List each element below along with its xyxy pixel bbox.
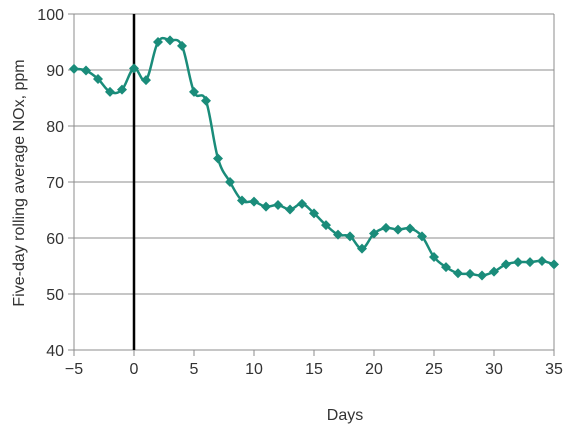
- grid-lines: [74, 13, 554, 351]
- data-point-marker: [93, 73, 103, 84]
- y-tick-label: 80: [46, 119, 64, 136]
- data-point-marker: [501, 259, 511, 270]
- data-point-marker: [357, 243, 367, 254]
- tick-labels: 40 50 60 70 80 90 100 −5 0 5 10 15 20 25 30 35: [37, 7, 563, 378]
- data-point-marker: [465, 268, 475, 279]
- y-tick-label: 60: [46, 231, 64, 248]
- data-point-marker: [117, 84, 127, 95]
- x-tick-label: 10: [245, 361, 263, 378]
- data-point-marker: [237, 195, 247, 206]
- data-point-marker: [549, 259, 559, 270]
- data-point-marker: [141, 75, 151, 86]
- x-tick-label: 30: [485, 361, 503, 378]
- data-point-marker: [129, 63, 139, 74]
- data-point-marker: [345, 231, 355, 242]
- y-tick-label: 100: [37, 7, 64, 24]
- data-point-marker: [417, 231, 427, 242]
- data-point-marker: [405, 223, 415, 234]
- data-point-marker: [165, 35, 175, 46]
- data-point-marker: [537, 255, 547, 266]
- data-point-marker: [213, 153, 223, 164]
- y-tick-label: 70: [46, 175, 64, 192]
- x-tick-label: 35: [545, 361, 563, 378]
- data-point-marker: [441, 262, 451, 273]
- data-point-marker: [369, 228, 379, 239]
- x-tick-label: 20: [365, 361, 383, 378]
- x-tick-label: 0: [130, 361, 139, 378]
- data-point-marker: [285, 204, 295, 215]
- data-point-marker: [477, 270, 487, 281]
- y-axis-title: Five-day rolling average NOx, ppm: [11, 59, 28, 306]
- data-point-marker: [273, 199, 283, 210]
- data-point-marker: [261, 201, 271, 212]
- data-point-marker: [333, 229, 343, 240]
- data-point-marker: [429, 252, 439, 263]
- data-point-marker: [225, 177, 235, 187]
- data-point-marker: [309, 208, 319, 219]
- data-point-marker: [201, 95, 211, 106]
- y-tick-label: 90: [46, 63, 64, 80]
- data-point-marker: [249, 196, 259, 207]
- x-tick-label: 15: [305, 361, 323, 378]
- axes: [68, 13, 555, 356]
- x-tick-label: 5: [190, 361, 199, 378]
- data-point-marker: [189, 86, 199, 97]
- x-tick-label: 25: [425, 361, 443, 378]
- y-tick-label: 50: [46, 287, 64, 304]
- data-point-marker: [489, 266, 499, 277]
- data-point-marker: [513, 257, 523, 268]
- series-layer: [69, 35, 559, 281]
- x-axis-title: Days: [327, 407, 363, 424]
- data-point-marker: [381, 222, 391, 233]
- data-point-marker: [321, 220, 331, 231]
- data-point-marker: [297, 198, 307, 209]
- data-point-marker: [525, 257, 535, 268]
- y-tick-label: 40: [46, 343, 64, 360]
- data-point-marker: [453, 268, 463, 279]
- data-point-marker: [81, 65, 91, 76]
- data-point-marker: [153, 37, 163, 47]
- data-point-marker: [393, 224, 403, 235]
- x-tick-label: −5: [65, 361, 83, 378]
- data-point-marker: [105, 86, 115, 97]
- series-line: [73, 36, 555, 277]
- data-point-marker: [69, 63, 79, 74]
- data-point-marker: [177, 40, 187, 51]
